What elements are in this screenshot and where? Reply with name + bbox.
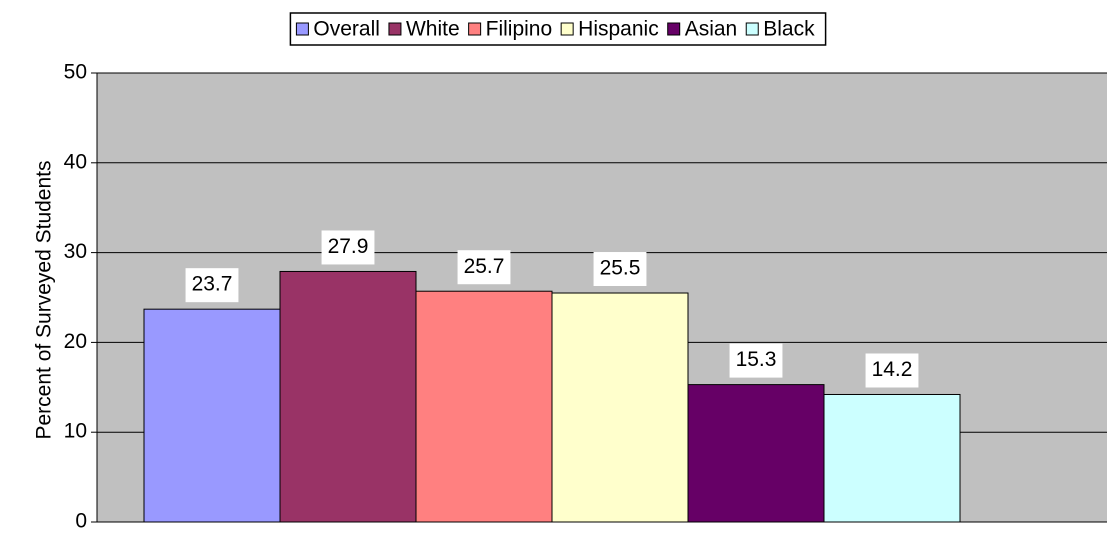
legend: Overall White Filipino Hispanic Asian Black [289,12,827,46]
legend-label: White [406,18,460,41]
legend-swatch [295,22,309,36]
legend-label: Black [763,18,815,41]
y-tick-label: 40 [64,150,87,173]
legend-swatch [667,22,681,36]
data-label: 27.9 [328,235,369,258]
data-label: 14.2 [872,358,913,381]
y-tick-label: 20 [64,330,87,353]
bar [687,384,825,523]
y-tick-label: 50 [64,61,87,84]
legend-box [289,12,827,46]
legend-swatch [468,22,482,36]
data-label-bg [593,252,647,287]
legend-swatch [560,22,574,36]
data-label-bg [729,343,783,378]
legend-swatch [745,22,759,36]
legend-label: Hispanic [578,18,659,41]
y-tick-label: 30 [64,240,87,263]
data-label-bg [321,230,375,265]
data-label: 25.5 [600,257,641,280]
bar [823,393,961,523]
data-label-bg [185,268,239,303]
data-label-bg [457,250,511,285]
legend-label: Asian [685,18,738,41]
data-label: 23.7 [192,273,233,296]
bar [143,308,281,523]
bar [551,292,689,523]
y-tick-label: 0 [75,510,87,533]
data-label: 15.3 [736,348,777,371]
data-label: 25.7 [464,255,505,278]
bar [279,270,417,523]
legend-label: Overall [313,18,380,41]
y-axis-label: Percent of Surveyed Students [33,161,56,440]
bar [415,290,553,523]
y-tick-label: 10 [64,420,87,443]
legend-label: Filipino [486,18,553,41]
data-label-bg [865,353,919,388]
legend-swatch [388,22,402,36]
